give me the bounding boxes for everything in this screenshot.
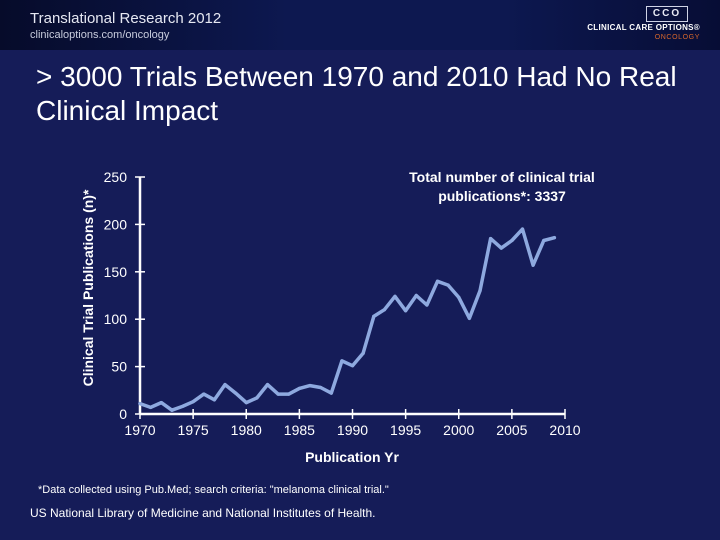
x-tick-label: 1970 [124,422,155,438]
data-point [393,294,397,299]
footnote: *Data collected using Pub.Med; search cr… [38,484,389,496]
data-point [414,293,418,298]
data-point [510,238,514,243]
data-point [297,386,301,391]
data-point [404,309,408,313]
data-point [350,364,355,368]
data-point [329,391,333,395]
logo-box: CCO [646,6,688,22]
chart-annotation: Total number of clinical trial publicatio… [409,169,595,204]
data-point [478,289,482,293]
data-point [170,408,174,412]
x-tick-label: 1990 [337,422,368,438]
data-point [467,316,471,320]
data-point [520,227,525,231]
slide-background [0,50,720,540]
data-point [276,392,280,396]
source-note: US National Library of Medicine and Nati… [30,506,376,520]
data-point [531,263,535,267]
data-point [372,314,376,318]
data-point [319,385,323,390]
series-line [138,227,557,412]
data-point [223,383,227,387]
data-point [212,398,216,402]
data-point [446,283,450,287]
x-tick-label: 1985 [284,422,315,438]
x-tick-label: 1995 [390,422,421,438]
data-point [435,279,440,283]
logo-sub-text: ONCOLOGY [654,34,700,41]
data-point [159,401,163,405]
header-band [0,0,720,50]
x-tick-label: 1975 [178,422,209,438]
header-url: clinicaloptions.com/oncology [30,29,170,41]
data-point [138,401,142,406]
data-point [361,351,365,355]
data-point [255,396,259,400]
x-axis-label: Publication Yr [305,449,399,465]
x-tick-label: 2005 [496,422,527,438]
cco-logo: CCO CLINICAL CARE OPTIONS® ONCOLOGY [587,5,700,45]
data-point [489,237,493,241]
x-tick-label: 2000 [443,422,474,438]
header-title: Translational Research 2012 [30,10,222,27]
data-point [202,392,206,396]
data-point [542,238,546,243]
data-point [457,295,461,299]
logo-main-text: CLINICAL CARE OPTIONS® [587,23,700,32]
slide-title: > 3000 Trials Between 1970 and 2010 Had … [36,61,677,126]
y-tick-label: 200 [104,216,128,232]
data-point [287,392,291,396]
data-point [244,401,248,405]
y-tick-label: 50 [111,359,127,375]
data-point [425,303,429,307]
data-point [191,400,195,404]
data-point [149,405,153,409]
y-axis-label: Clinical Trial Publications (n)* [80,189,96,386]
data-point [234,391,238,395]
data-point [308,383,312,388]
data-point [499,246,503,250]
y-tick-label: 100 [104,311,128,327]
data-point [552,236,556,240]
data-point [180,404,185,409]
data-point [265,383,270,387]
y-tick-label: 250 [104,169,128,185]
y-tick-label: 0 [119,406,127,422]
y-tick-label: 150 [104,264,128,280]
data-point [382,308,386,312]
x-tick-label: 2010 [549,422,580,438]
data-point [340,359,344,363]
x-tick-label: 1980 [231,422,262,438]
